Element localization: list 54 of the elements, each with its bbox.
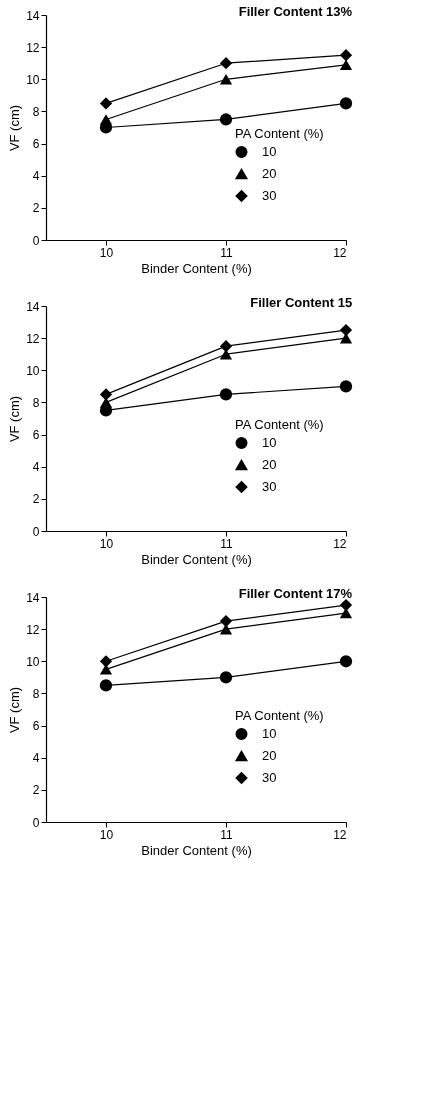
x-tick-label: 12 [333, 827, 347, 842]
y-tick-label: 14 [26, 590, 40, 605]
y-tick-label: 0 [32, 524, 40, 539]
chart-title: Filler Content 15 [250, 295, 353, 310]
y-tick-label: 4 [32, 751, 40, 766]
y-tick-label: 12 [26, 331, 40, 346]
x-tick-label: 12 [333, 245, 347, 260]
y-tick-label: 8 [32, 686, 40, 701]
y-tick-label: 8 [32, 104, 40, 119]
y-axis-title: VF (cm) [7, 686, 23, 734]
chart-title: Filler Content 17% [238, 586, 353, 601]
legend-title: PA Content (%) [235, 125, 324, 141]
y-tick-label: 6 [32, 428, 40, 443]
y-tick-label: 4 [32, 169, 40, 184]
legend-label: 10 [262, 435, 277, 450]
y-tick-label: 12 [26, 40, 40, 55]
x-tick-label: 11 [220, 827, 234, 842]
legend-label: 30 [262, 479, 277, 494]
x-tick-label: 11 [220, 245, 234, 260]
legend-label: 20 [262, 166, 277, 181]
y-tick-label: 4 [32, 460, 40, 475]
x-axis-title: Binder Content (%) [141, 842, 252, 858]
y-tick-label: 0 [32, 233, 40, 248]
y-tick-label: 6 [32, 719, 40, 734]
legend-label: 30 [262, 188, 277, 203]
legend-title: PA Content (%) [235, 416, 324, 432]
legend-label: 20 [262, 457, 277, 472]
x-tick-label: 10 [99, 536, 114, 551]
x-tick-label: 10 [99, 245, 114, 260]
y-tick-label: 6 [32, 137, 40, 152]
y-tick-label: 14 [26, 8, 40, 23]
y-tick-label: 2 [32, 201, 40, 216]
x-axis-title: Binder Content (%) [141, 551, 252, 567]
y-tick-label: 10 [26, 72, 40, 87]
y-tick-label: 2 [32, 783, 40, 798]
legend-label: 20 [262, 748, 277, 763]
y-axis-title: VF (cm) [7, 395, 23, 443]
y-tick-label: 2 [32, 492, 40, 507]
y-tick-label: 14 [26, 299, 40, 314]
chart-title: Filler Content 13% [238, 4, 353, 19]
legend-label: 30 [262, 770, 277, 785]
x-tick-label: 11 [220, 536, 234, 551]
legend-title: PA Content (%) [235, 707, 324, 723]
x-axis-title: Binder Content (%) [141, 260, 252, 276]
y-axis-title: VF (cm) [7, 104, 23, 152]
y-tick-label: 0 [32, 815, 40, 830]
y-tick-label: 12 [26, 622, 40, 637]
y-tick-label: 8 [32, 395, 40, 410]
y-tick-label: 10 [26, 654, 40, 669]
x-tick-label: 10 [99, 827, 114, 842]
legend-label: 10 [262, 144, 277, 159]
y-tick-label: 10 [26, 363, 40, 378]
x-tick-label: 12 [333, 536, 347, 551]
legend-label: 10 [262, 726, 277, 741]
